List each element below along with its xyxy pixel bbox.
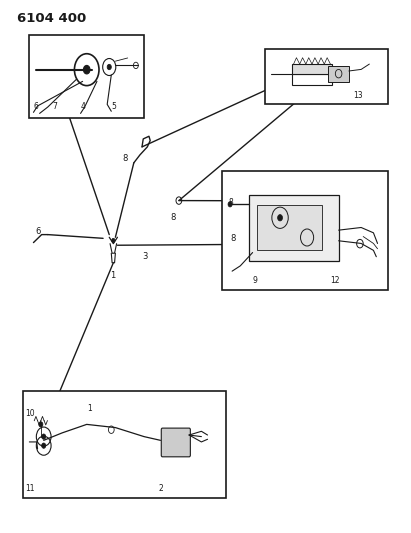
Bar [29,35,144,118]
Text: 7: 7 [52,102,57,111]
Text: 6: 6 [33,102,38,111]
Bar [257,205,322,250]
Bar [265,49,388,104]
Circle shape [112,238,115,243]
Bar [328,66,349,82]
Text: 11: 11 [25,484,35,494]
Text: 13: 13 [353,91,363,100]
Bar [222,171,388,290]
Text: 3: 3 [142,252,148,261]
Circle shape [107,64,111,70]
Text: 8: 8 [228,198,233,207]
Bar [291,64,332,74]
Bar [23,391,226,498]
Text: 5: 5 [111,102,116,111]
Circle shape [228,201,232,207]
Circle shape [83,66,90,74]
Text: 9: 9 [253,276,257,285]
Circle shape [39,422,43,427]
Text: 8: 8 [123,154,128,163]
Circle shape [42,443,46,448]
Text: 10: 10 [25,409,35,418]
Text: 8: 8 [171,213,176,222]
Circle shape [42,434,46,439]
FancyBboxPatch shape [161,428,190,457]
Text: 6: 6 [35,227,41,236]
Text: 1: 1 [87,403,92,413]
Text: 6104 400: 6104 400 [17,12,86,25]
Text: 2: 2 [158,484,163,494]
Circle shape [277,215,282,221]
Text: 8: 8 [230,233,236,243]
Text: 4: 4 [81,102,85,111]
Text: 1: 1 [111,271,116,280]
Text: 12: 12 [330,276,340,285]
Bar [249,195,339,261]
Bar [291,74,332,85]
